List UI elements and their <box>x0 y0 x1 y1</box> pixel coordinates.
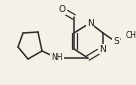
Text: CH3: CH3 <box>126 31 136 40</box>
Text: O: O <box>58 6 66 15</box>
Text: S: S <box>113 37 119 46</box>
Text: N: N <box>100 45 106 53</box>
Text: N: N <box>87 19 93 28</box>
Text: NH: NH <box>51 53 63 62</box>
